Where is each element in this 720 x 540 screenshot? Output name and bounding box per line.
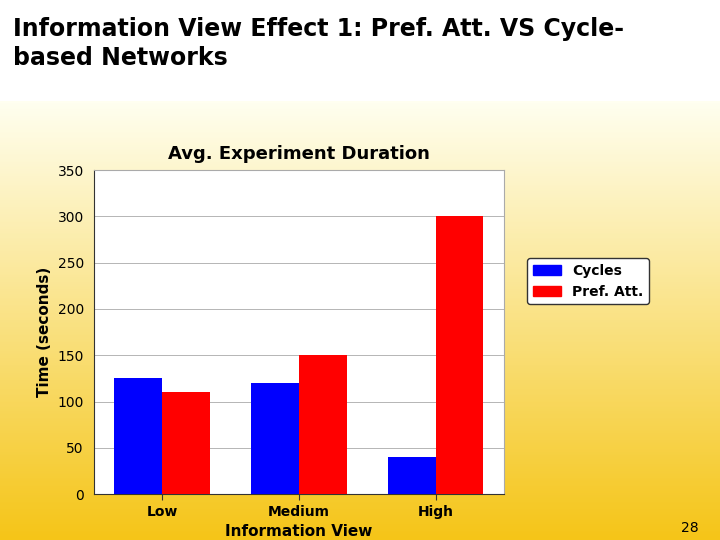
Text: 28: 28: [681, 521, 698, 535]
Bar: [114, 379, 162, 494]
Y-axis label: Time (seconds): Time (seconds): [37, 267, 52, 397]
Text: Information View Effect 1: Pref. Att. VS Cycle-
based Networks: Information View Effect 1: Pref. Att. VS…: [13, 17, 624, 70]
Legend: Cycles, Pref. Att.: Cycles, Pref. Att.: [527, 258, 649, 304]
Bar: [387, 457, 436, 494]
X-axis label: Information View: Information View: [225, 524, 372, 539]
Bar: [162, 392, 210, 494]
Bar: [436, 217, 483, 494]
Bar: [251, 383, 299, 494]
Bar: [299, 355, 346, 494]
Title: Avg. Experiment Duration: Avg. Experiment Duration: [168, 145, 430, 163]
